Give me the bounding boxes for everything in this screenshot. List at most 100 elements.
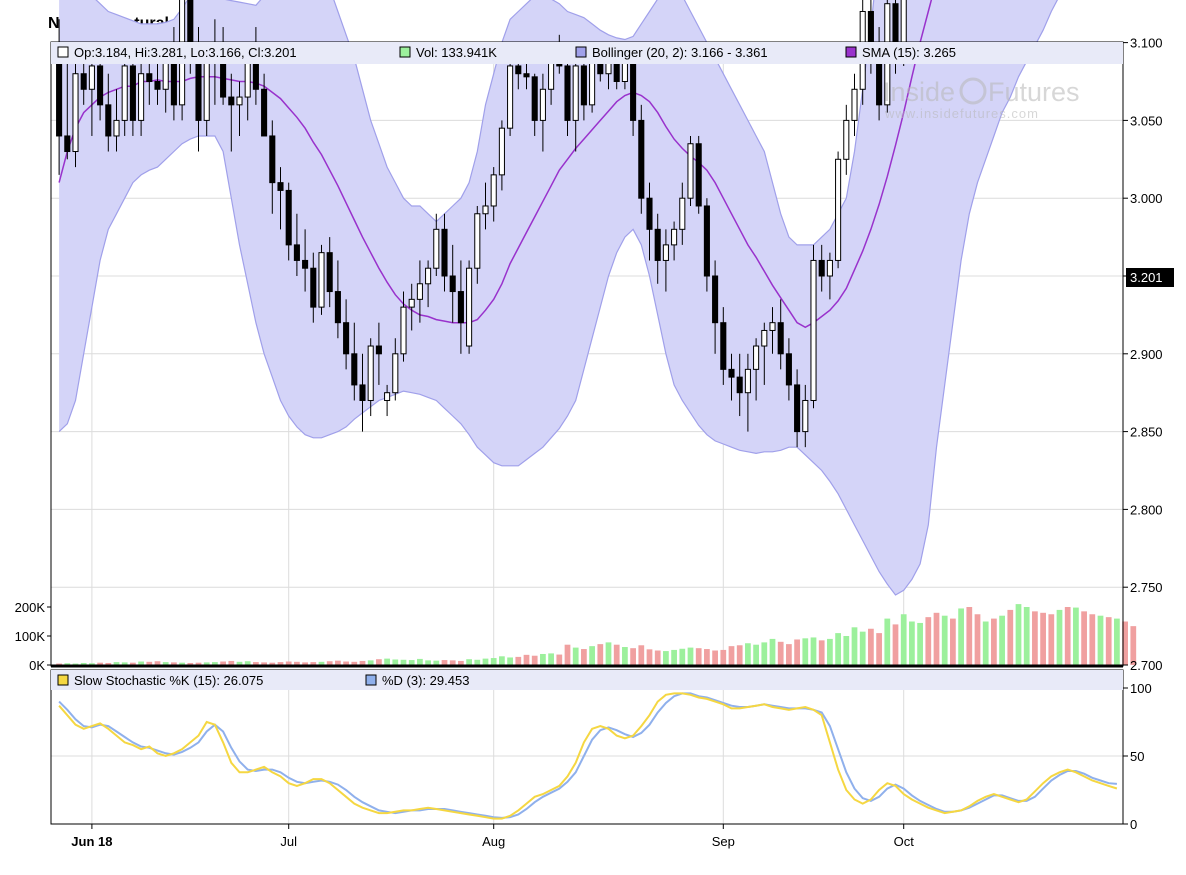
candle-body-down (441, 228, 448, 277)
volume-bar (302, 662, 308, 665)
candle-body-up (687, 143, 694, 199)
volume-bar (335, 660, 341, 665)
candle (671, 221, 678, 261)
candle-body-up (802, 399, 809, 433)
candle (769, 307, 776, 354)
bollinger-band-fill (59, 0, 1058, 595)
volume-bar (564, 644, 571, 665)
candle (654, 213, 661, 284)
volume-bar (343, 661, 349, 665)
candle-body-up (589, 57, 596, 106)
candle-body-up (113, 119, 120, 137)
candle-body-up (769, 322, 776, 331)
price-tick-label: 2.900 (1130, 347, 1163, 362)
candle-body-up (572, 65, 579, 121)
volume-bar (1056, 609, 1063, 665)
candle-body-down (564, 65, 571, 121)
candle-body-down (293, 244, 300, 261)
watermark: Inside Futures www.insidefutures.com (883, 77, 1080, 121)
volume-bar (121, 662, 128, 665)
volume-bar (991, 618, 997, 665)
volume-bar (1073, 607, 1079, 665)
volume-bar (777, 641, 784, 665)
volume-tick-label: 0K (29, 658, 45, 673)
volume-bar (909, 621, 915, 665)
candle-body-up (425, 267, 432, 285)
candle (105, 73, 112, 152)
candle (490, 167, 497, 222)
candle-body-down (129, 65, 136, 121)
volume-bar (80, 662, 87, 665)
volume-bar (695, 648, 702, 665)
volume-bar (1089, 614, 1096, 665)
volume-bar (835, 633, 841, 665)
volume-bar (941, 615, 948, 665)
x-tick-label: Jun 18 (71, 834, 112, 849)
legend-ohlc-swatch (57, 46, 69, 58)
candle-body-down (302, 259, 309, 269)
volume-bar (769, 638, 776, 665)
candle (400, 291, 407, 362)
candle-body-down (531, 76, 538, 121)
candle (794, 369, 801, 448)
candle (507, 58, 514, 136)
stochastic-panel-frame (50, 669, 1124, 825)
volume-bar (1064, 607, 1071, 665)
x-tick-label: Sep (712, 834, 735, 849)
candle (679, 182, 686, 245)
candle (441, 213, 448, 292)
candle-body-up (753, 345, 760, 370)
volume-bar (146, 661, 153, 665)
volume-bar (761, 642, 768, 665)
candle (703, 198, 710, 292)
candle-body-down (351, 353, 358, 386)
candle-body-up (203, 57, 210, 121)
candle (498, 120, 505, 191)
volume-bar (1130, 626, 1137, 665)
candle (310, 252, 317, 323)
candle (269, 120, 276, 214)
volume-bar (950, 618, 956, 665)
legend-sma: SMA (15): 3.265 (862, 45, 956, 60)
volume-bar (638, 645, 645, 665)
stochastic-gridlines (51, 690, 1123, 824)
candle-body-down (703, 205, 710, 277)
candle (236, 81, 243, 136)
bollinger-lower-line (58, 0, 1059, 596)
candle-body-up (851, 88, 858, 121)
candle-body-down (97, 65, 104, 106)
volume-bar (892, 624, 899, 665)
volume-bar (605, 642, 612, 665)
candle-body-up (236, 96, 243, 106)
volume-bar (556, 654, 563, 665)
price-tick-label: 3.050 (1130, 113, 1163, 128)
volume-bar (490, 658, 497, 665)
candlesticks (56, 0, 907, 448)
volume-bar (203, 662, 210, 665)
volume-bar (56, 663, 62, 665)
candle (343, 299, 350, 370)
candle-body-down (630, 57, 637, 121)
bollinger-bands (58, 0, 1059, 596)
candle (293, 213, 300, 276)
candle-body-up (384, 392, 391, 401)
stochastic-legend-strip (51, 670, 1123, 690)
candle (375, 322, 382, 385)
volume-bar (162, 662, 169, 665)
candle (359, 353, 366, 432)
legend-bollinger-swatch (575, 46, 587, 58)
candle-body-up (138, 73, 145, 121)
candle (744, 353, 751, 432)
candle-body-down (449, 275, 456, 293)
candle-body-down (310, 267, 317, 308)
volume-bar (400, 659, 407, 665)
stochastic-tick-label: 100 (1130, 681, 1152, 696)
candle (457, 260, 464, 354)
candle (843, 104, 850, 175)
stochastic-tick-label: 50 (1130, 749, 1144, 764)
volume-bar (859, 631, 866, 665)
candle (810, 244, 817, 409)
candle-body-down (359, 384, 366, 401)
volume-bar (449, 660, 456, 665)
